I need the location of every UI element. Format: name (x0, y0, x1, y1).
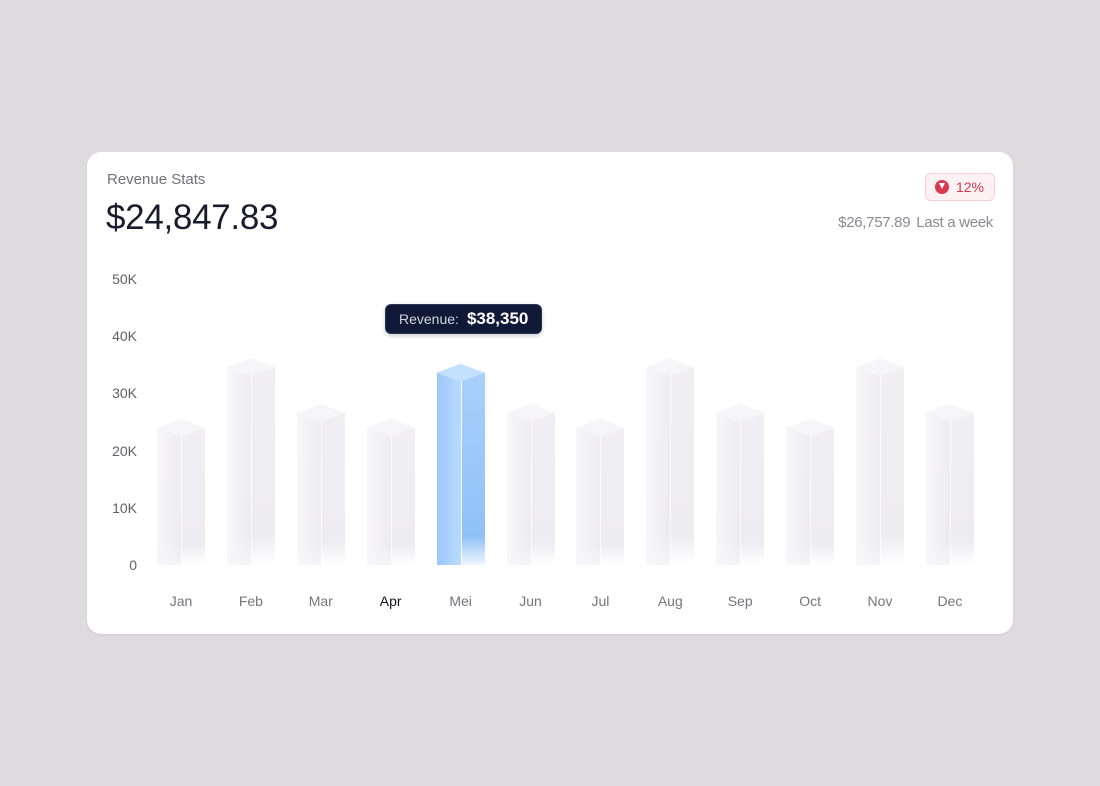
y-tick-label: 0 (129, 557, 137, 573)
y-tick-label: 10K (112, 499, 137, 516)
x-tick-label: Nov (867, 593, 893, 609)
tooltip-value: $38,350 (466, 309, 529, 328)
bar-oct[interactable] (786, 418, 835, 566)
y-tick-label: 40K (112, 328, 137, 345)
bar-sep[interactable] (716, 403, 765, 566)
comparison-label: Last a week (916, 214, 993, 231)
x-tick-label: Mar (308, 593, 333, 609)
bar-nov[interactable] (856, 358, 904, 565)
x-tick-label: Feb (238, 593, 263, 609)
arrow-down-circle-icon (934, 180, 949, 194)
y-tick-label: 20K (112, 442, 137, 459)
x-tick-label: Sep (727, 593, 753, 609)
bar-apr[interactable] (366, 418, 415, 566)
comparison: $26,757.89 Last a week (838, 214, 993, 231)
x-tick-label: Jun (519, 593, 542, 609)
comparison-value: $26,757.89 (838, 214, 911, 231)
bar-mei[interactable] (436, 363, 485, 566)
bar-jun[interactable] (506, 403, 555, 566)
bar-dec[interactable] (925, 403, 974, 566)
x-tick-label: Apr (379, 593, 402, 609)
revenue-amount: $24,847.83 (106, 198, 279, 237)
change-badge: 12% (924, 173, 995, 201)
y-tick-label: 30K (112, 385, 137, 402)
card-title: Revenue Stats (107, 171, 206, 188)
x-tick-label: Mei (449, 593, 472, 609)
bar-aug[interactable] (646, 358, 695, 565)
revenue-stats-card: Revenue Stats $24,847.83 12% $26,757.89 … (87, 152, 1013, 634)
x-tick-label: Jul (591, 593, 610, 609)
bar-mar[interactable] (296, 403, 345, 566)
bar-jul[interactable] (576, 418, 625, 566)
chart-tooltip: Revenue: $38,350 (385, 304, 543, 334)
x-tick-label: Dec (937, 593, 963, 609)
change-percent: 12% (955, 179, 984, 195)
x-tick-label: Oct (799, 593, 821, 609)
tooltip-label: Revenue: (399, 311, 459, 327)
x-tick-label: Jan (169, 593, 193, 609)
bar-feb[interactable] (226, 358, 275, 565)
x-tick-label: Aug (657, 593, 683, 609)
y-tick-label: 50K (112, 271, 137, 287)
bar-jan[interactable] (157, 418, 205, 566)
